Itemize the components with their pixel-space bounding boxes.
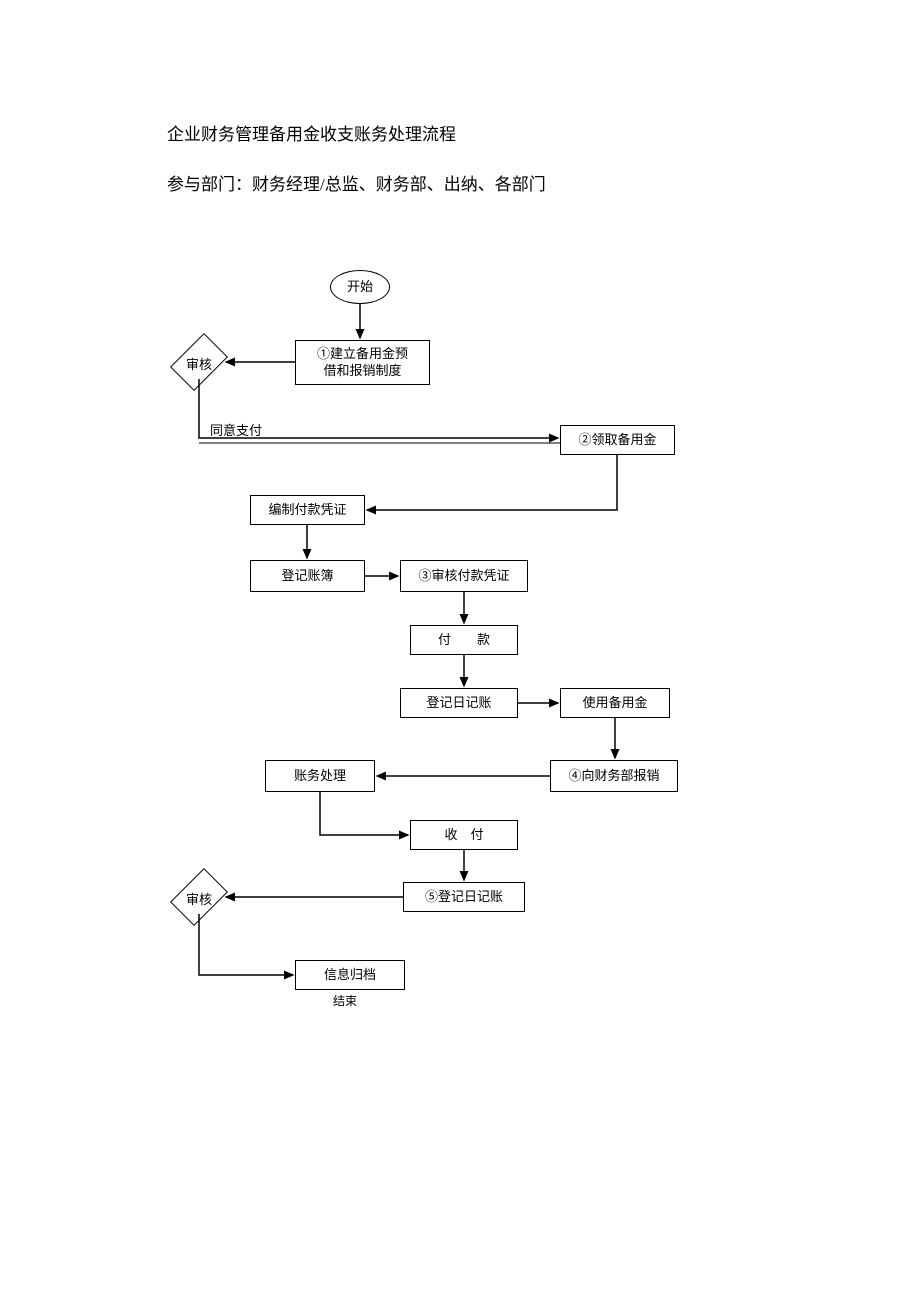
document-subtitle: 参与部门：财务经理/总监、财务部、出纳、各部门 (167, 170, 546, 195)
document-header: 企业财务管理备用金收支账务处理流程 参与部门：财务经理/总监、财务部、出纳、各部… (167, 120, 546, 195)
connectors-svg (150, 260, 750, 1040)
document-title: 企业财务管理备用金收支账务处理流程 (167, 120, 546, 145)
audit1-label: 审核 (175, 354, 223, 373)
audit2-label: 审核 (175, 889, 223, 908)
flowchart-container: 开始 ①建立备用金预 借和报销制度 审核 ②领取备用金 编制付款凭证 登记账簿 … (150, 260, 750, 1040)
